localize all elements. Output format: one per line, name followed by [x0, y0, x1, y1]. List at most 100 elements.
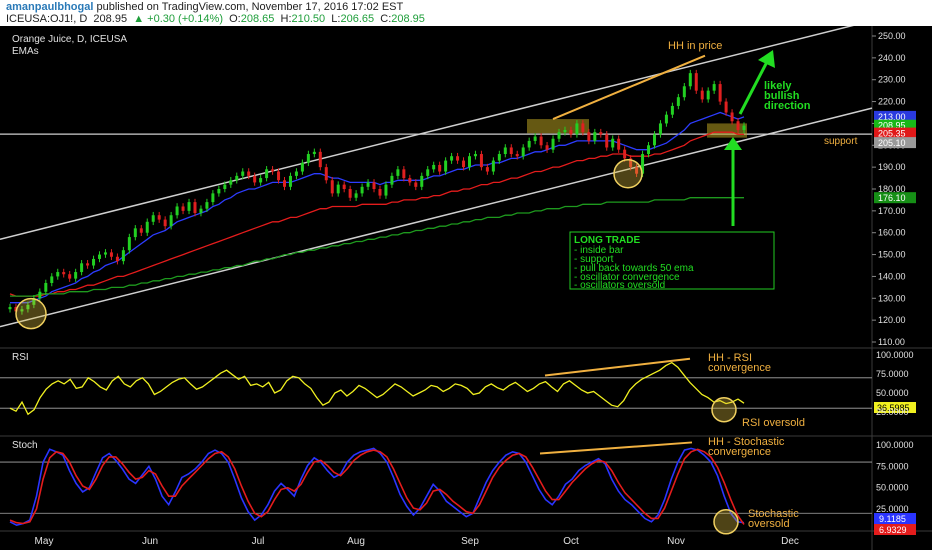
symbol-label: ICEUSA:OJ1!, D [6, 13, 88, 25]
price-tick-label: 160.00 [878, 228, 906, 238]
month-label: Sep [461, 536, 479, 547]
month-label: Jun [142, 536, 158, 547]
candle-body [300, 162, 304, 172]
price-tag-label: 213.00 [878, 112, 906, 122]
candle-body [229, 180, 233, 185]
annotation-bullish-1: likely [764, 80, 792, 92]
candle-body [253, 175, 257, 183]
candle-body [491, 160, 495, 172]
close-label: C: [380, 13, 392, 25]
bullish-arrow-head [758, 50, 775, 68]
long-trade-item-5: - oscillators oversold [574, 280, 665, 291]
stoch-tick-label: 25.0000 [876, 504, 909, 514]
candle-body [294, 171, 298, 176]
price-tag-label: 176.10 [878, 193, 906, 203]
stoch-tick-label: 100.0000 [876, 440, 914, 450]
candle-body [86, 263, 90, 266]
price-tick-label: 240.00 [878, 53, 906, 63]
candle-body [241, 171, 245, 176]
candle-body [318, 151, 322, 168]
candle-body [706, 90, 710, 100]
price-tick-label: 170.00 [878, 206, 906, 216]
candle-body [8, 307, 12, 310]
candle-body [348, 189, 352, 198]
candle-body [432, 164, 436, 170]
candle-body [438, 164, 442, 172]
month-label: Oct [563, 536, 579, 547]
candle-body [277, 171, 281, 181]
candle-body [509, 147, 513, 155]
price-tag [874, 119, 916, 131]
candle-body [629, 158, 633, 168]
stoch-oversold-circle [713, 509, 739, 535]
candle-body [539, 136, 543, 146]
annotation-stoch-conv-1: HH - Stochastic [708, 436, 785, 448]
candle-body [557, 132, 561, 139]
candle-body [742, 125, 746, 130]
candle-body [139, 228, 143, 233]
chart-svg[interactable]: Orange Juice, D, ICEUSA EMAs RSI Stoch H… [0, 26, 932, 550]
published-text: published on TradingView.com, November 1… [96, 1, 404, 13]
candle-body [109, 252, 113, 257]
candle-body [587, 132, 591, 141]
stoch-tick-label: 75.0000 [876, 461, 909, 471]
candle-body [44, 282, 48, 292]
candle-body [283, 180, 287, 187]
ema-line [10, 111, 745, 304]
month-label: Aug [347, 536, 365, 547]
candle-body [145, 221, 149, 233]
candle-body [199, 208, 203, 214]
candle-body [581, 123, 585, 133]
candle-body [217, 189, 221, 194]
candle-body [175, 206, 179, 216]
candle-body [563, 129, 567, 133]
ema-line [9, 131, 744, 297]
month-label: Nov [667, 536, 685, 547]
candle-body [390, 175, 394, 185]
price-tick-label: 110.00 [878, 337, 905, 347]
stoch-panel-title: Stoch [12, 440, 38, 451]
stoch-tick-label: 50.0000 [876, 483, 909, 493]
annotation-stoch-oversold-1: Stochastic [748, 508, 799, 520]
candle-body [324, 167, 328, 181]
candle-body [641, 154, 645, 174]
candle-body [623, 149, 627, 159]
price-tick-label: 220.00 [878, 97, 906, 107]
candle-body [384, 184, 388, 196]
candle-body [26, 304, 30, 310]
annotation-rsi-conv-1: HH - RSI [708, 352, 752, 364]
candle-body [736, 121, 740, 130]
hh-price-trendline [552, 54, 706, 120]
candle-body [414, 182, 418, 187]
candle-body [98, 254, 102, 259]
candle-body [163, 219, 167, 227]
rsi-line [9, 361, 745, 416]
stoch-d-line [9, 448, 745, 525]
candle-body [396, 169, 400, 176]
price-tag [874, 127, 916, 139]
candle-body [676, 97, 680, 106]
candle-body [545, 145, 549, 150]
open-label: O: [229, 13, 241, 25]
low-value: 206.65 [340, 13, 375, 25]
long-trade-item-3: - pull back towards 50 ema [574, 263, 694, 274]
long-trade-item-4: - oscillator convergence [574, 272, 680, 283]
candle-body [605, 134, 609, 148]
annotation-support: support [824, 136, 858, 147]
annotation-rsi-oversold: RSI oversold [742, 417, 805, 429]
candle-body [724, 101, 728, 113]
close-value: 208.95 [391, 13, 425, 25]
candle-body [330, 180, 334, 194]
long-trade-item-2: - support [574, 254, 614, 265]
candle-body [408, 178, 412, 183]
candle-body [533, 136, 537, 141]
author-link[interactable]: amanpaulbhogal [6, 1, 94, 13]
price-change: ▲ +0.30 (+0.14%) [133, 13, 223, 25]
candle-body [336, 184, 340, 194]
price-tick-label: 180.00 [878, 184, 906, 194]
candle-body [599, 132, 603, 135]
stoch-blue-tag [874, 513, 916, 524]
open-value: 208.65 [240, 13, 275, 25]
candle-body [694, 73, 698, 91]
candle-body [497, 154, 501, 161]
